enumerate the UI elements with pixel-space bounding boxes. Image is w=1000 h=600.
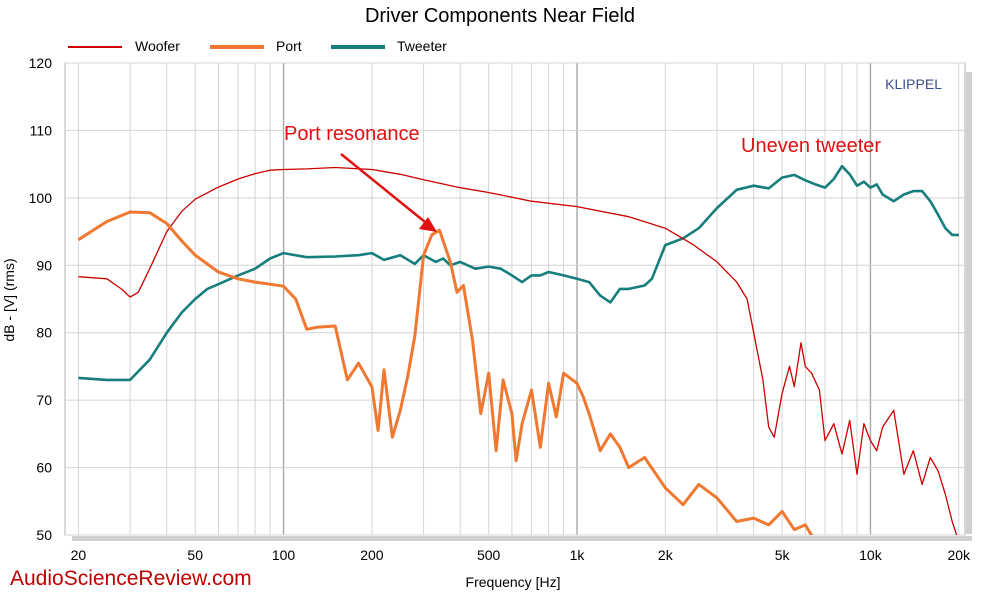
y-tick-label: 120 bbox=[29, 55, 53, 71]
annotation-uneven-tweeter: Uneven tweeter bbox=[741, 135, 881, 157]
chart-title: Driver Components Near Field bbox=[365, 5, 635, 27]
y-tick-label: 100 bbox=[29, 190, 53, 206]
y-tick-label: 80 bbox=[36, 325, 52, 341]
watermark: AudioScienceReview.com bbox=[10, 567, 252, 590]
bottom-bar bbox=[72, 536, 972, 541]
x-tick-label: 1k bbox=[570, 547, 586, 563]
series-line-tweeter bbox=[78, 164, 959, 382]
x-tick-label: 2k bbox=[658, 547, 674, 563]
grid bbox=[65, 62, 965, 536]
y-tick-label: 90 bbox=[36, 257, 52, 273]
y-tick-label: 110 bbox=[30, 122, 53, 138]
klippel-brand: KLIPPEL bbox=[885, 76, 942, 92]
x-tick-label: 20 bbox=[71, 547, 87, 563]
x-tick-label: 20k bbox=[947, 547, 971, 563]
x-tick-label: 200 bbox=[360, 547, 384, 563]
y-tick-label: 70 bbox=[36, 392, 52, 408]
y-tick-label: 50 bbox=[36, 527, 52, 543]
legend-label-port: Port bbox=[276, 38, 302, 54]
legend: Woofer Port Tweeter bbox=[68, 38, 447, 54]
y-tick-label: 60 bbox=[36, 460, 52, 476]
series-line-port bbox=[77, 210, 814, 535]
x-tick-label: 10k bbox=[859, 547, 883, 563]
y-axis-label: dB - [V] (rms) bbox=[1, 258, 17, 341]
right-bar bbox=[966, 72, 972, 534]
x-tick-label: 500 bbox=[477, 547, 501, 563]
series-lines bbox=[77, 164, 959, 535]
plot-area bbox=[64, 62, 966, 536]
x-tick-label: 100 bbox=[272, 547, 296, 563]
annotation-port-resonance: Port resonance bbox=[284, 123, 420, 145]
legend-label-tweeter: Tweeter bbox=[397, 38, 447, 54]
x-tick-label: 5k bbox=[775, 547, 791, 563]
legend-label-woofer: Woofer bbox=[135, 38, 180, 54]
tick-labels: 20 50 100 200 500 1k 2k 5k 10k 20k 50 60 70 80 90 100 11… bbox=[29, 55, 971, 563]
annotation-arrow-head bbox=[419, 217, 437, 232]
series-line-woofer bbox=[78, 166, 958, 535]
annotation-arrow-shaft bbox=[340, 153, 426, 223]
x-axis-label: Frequency [Hz] bbox=[466, 574, 561, 590]
x-tick-label: 50 bbox=[187, 547, 203, 563]
